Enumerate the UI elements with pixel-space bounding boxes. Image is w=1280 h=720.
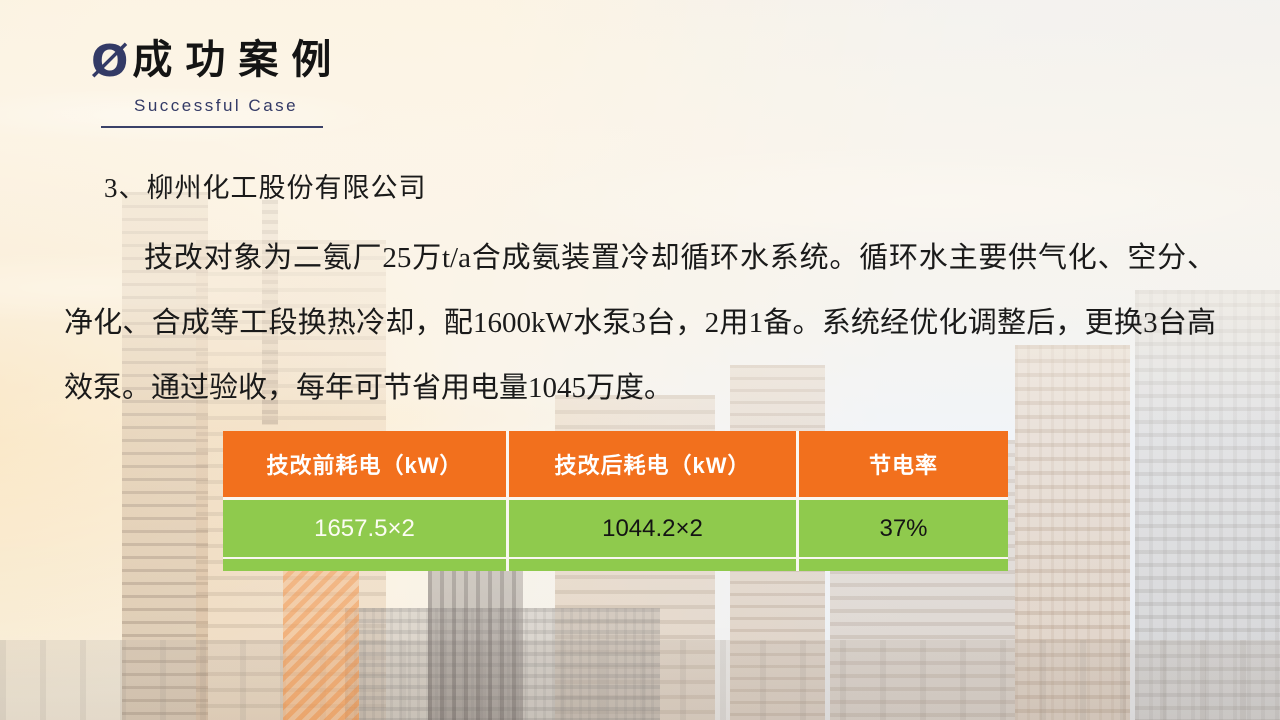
table-cell-before-power: 1657.5×2 [223,500,506,557]
slide-title-row: Ø 成功案例 [91,36,345,87]
results-table: 技改前耗电（kW） 技改后耗电（kW） 节电率 1657.5×2 1044.2×… [223,431,1008,571]
table-bottom-strip [223,559,1008,571]
page-title: 成功案例 [132,38,345,82]
table-header-saving-rate: 节电率 [799,431,1008,497]
case-description: 技改对象为二氨厂25万t/a合成氨装置冷却循环水系统。循环水主要供气化、空分、净… [64,242,1216,404]
table-cell-saving-rate: 37% [799,500,1008,557]
slashed-circle-bullet-icon: Ø [91,36,129,87]
table-header-after-power: 技改后耗电（kW） [509,431,796,497]
table-header-row: 技改前耗电（kW） 技改后耗电（kW） 节电率 [223,431,1008,497]
table-cell-after-power: 1044.2×2 [509,500,796,557]
title-underline [101,126,323,128]
case-heading: 3、柳州化工股份有限公司 [104,173,427,203]
table-strip-cell [509,559,796,571]
table-strip-cell [799,559,1008,571]
table-row: 1657.5×2 1044.2×2 37% [223,500,1008,557]
page-subtitle: Successful Case [134,96,299,115]
table-strip-cell [223,559,506,571]
table-header-before-power: 技改前耗电（kW） [223,431,506,497]
